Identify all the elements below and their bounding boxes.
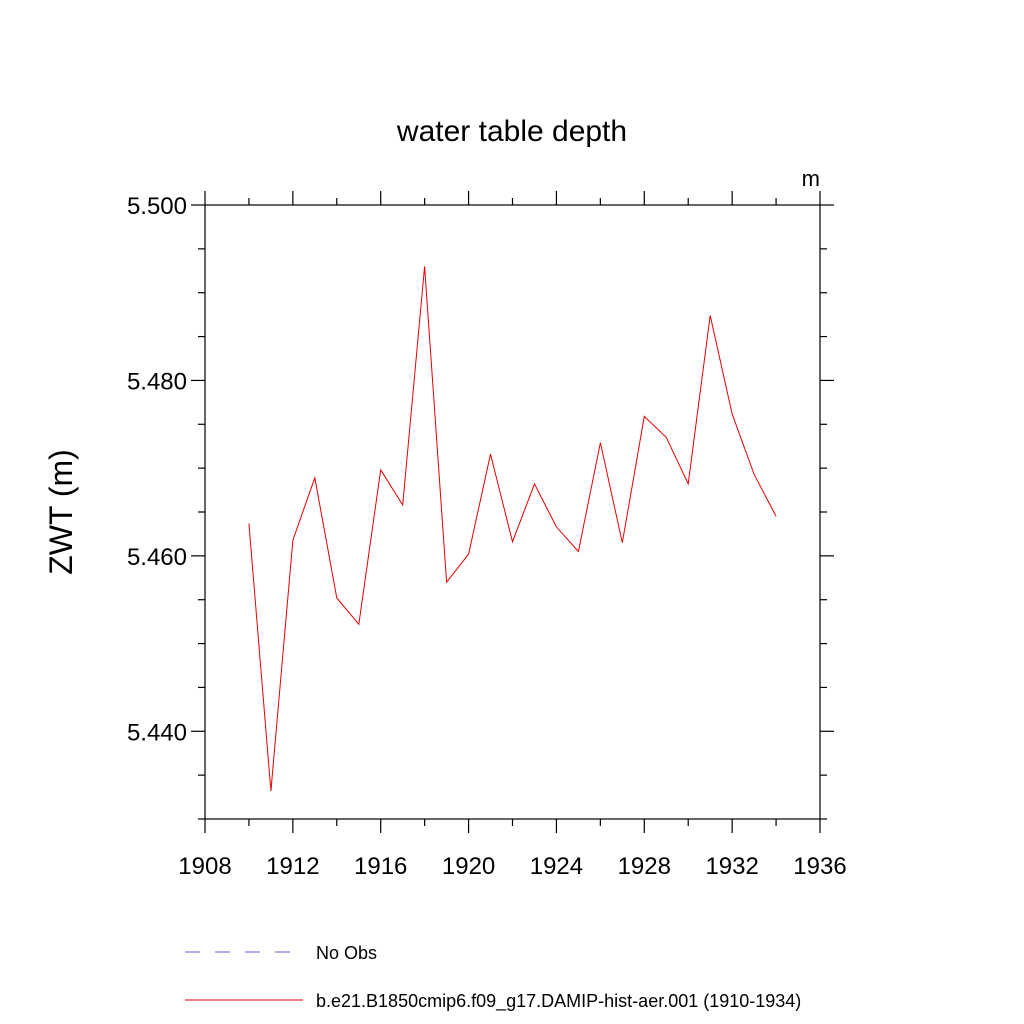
chart-title: water table depth [396, 115, 627, 148]
axis-ticks [191, 191, 834, 833]
y-tick-label: 5.500 [127, 193, 187, 220]
series-line [248, 266, 777, 791]
x-tick-label: 1908 [178, 853, 231, 880]
y-tick-label: 5.440 [127, 719, 187, 746]
y-tick-label: 5.460 [127, 544, 187, 571]
legend-label: No Obs [316, 943, 377, 963]
x-tick-label: 1932 [705, 853, 758, 880]
x-tick-label: 1920 [442, 853, 495, 880]
y-tick-label: 5.480 [127, 368, 187, 395]
x-tick-label: 1924 [530, 853, 583, 880]
series-layer [248, 266, 777, 791]
units-label: m [802, 166, 820, 191]
legend-label: b.e21.B1850cmip6.f09_g17.DAMIP-hist-aer.… [316, 991, 801, 1012]
tick-labels: 1908 1912 1916 1920 1924 1928 1932 1936 5.440 5.4… [127, 193, 847, 880]
legend: No Obs b.e21.B1850cmip6.f09_g17.DAMIP-his… [185, 943, 801, 1012]
x-tick-label: 1916 [354, 853, 407, 880]
x-tick-label: 1936 [793, 853, 846, 880]
x-tick-label: 1912 [266, 853, 319, 880]
x-tick-label: 1928 [618, 853, 671, 880]
plot-frame [204, 204, 821, 820]
y-axis-label: ZWT (m) [43, 449, 79, 575]
